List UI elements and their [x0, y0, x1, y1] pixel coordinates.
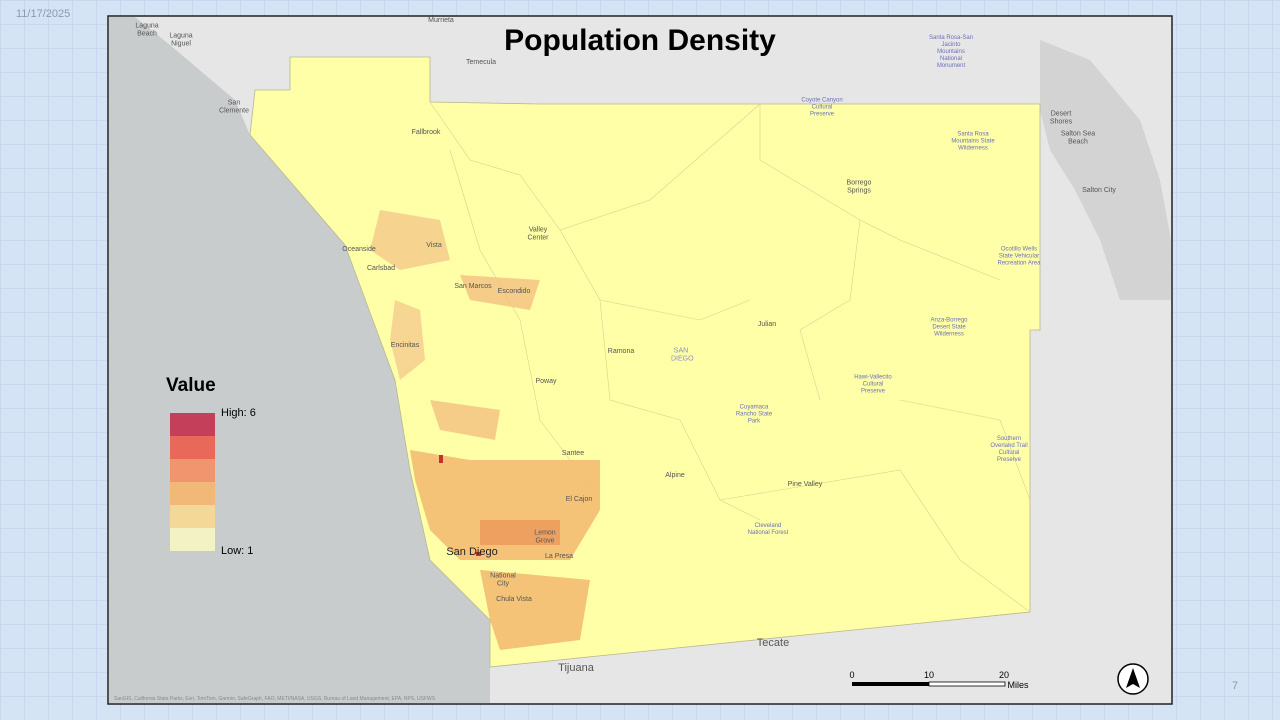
preserve-label: Ocotillo Wells State Vehicular Recreatio…	[997, 246, 1041, 267]
map-title: Population Density	[504, 24, 776, 57]
place-label: Julian	[757, 321, 777, 329]
scale-tick: 0	[849, 670, 855, 680]
salton-sea	[1040, 40, 1171, 300]
place-label: San Marcos	[454, 283, 492, 291]
preserve-label: Hawi-Vallecito Cultural Preserve	[854, 374, 892, 395]
preserve-label: Santa Rosa-San Jacinto Mountains Nationa…	[928, 34, 974, 69]
preserve-label: Anza-Borrego Desert State Wilderness	[930, 317, 968, 338]
scale-unit: Miles	[1007, 680, 1029, 690]
preserve-label: Southern Overland Trail Cultural Preserv…	[990, 436, 1028, 463]
place-label: Tecate	[756, 636, 790, 649]
place-label: San Clemente	[219, 99, 249, 114]
attribution: SanGIS, California State Parks, Esri, To…	[114, 696, 436, 702]
place-label: Desert Shores	[1049, 110, 1073, 125]
preserve-label: Cleveland National Forest	[747, 523, 789, 536]
place-label: Escondido	[497, 288, 531, 296]
place-label: Salton City	[1082, 187, 1116, 195]
place-label: Santee	[561, 450, 585, 458]
place-label: Murrieta	[428, 17, 454, 25]
legend-title: Value	[166, 375, 216, 396]
preserve-label: Coyote Canyon Cultural Preserve	[801, 97, 843, 118]
tract-lines	[429, 101, 1031, 613]
slide-number: 7	[1232, 680, 1239, 692]
place-label: Ramona	[607, 348, 635, 356]
place-label: Oceanside	[342, 246, 376, 254]
place-label: Laguna Niguel	[169, 32, 193, 47]
place-label: Temecula	[466, 59, 496, 67]
place-label: El Cajon	[565, 496, 593, 504]
place-label: Poway	[535, 378, 557, 386]
place-label: San Diego	[446, 545, 498, 558]
place-label: Fallbrook	[411, 129, 441, 137]
place-label: Pine Valley	[787, 481, 823, 489]
legend-ramp	[170, 413, 215, 551]
place-label: Salton Sea Beach	[1060, 130, 1096, 145]
place-label: La Presa	[544, 553, 574, 561]
county-label: SAN DIEGO	[671, 347, 694, 362]
place-label: Chula Vista	[496, 596, 532, 604]
place-label: National City	[490, 572, 516, 587]
place-label: Vista	[426, 242, 442, 250]
legend-high: High: 6	[221, 407, 256, 419]
place-label: Valley Center	[527, 226, 549, 241]
density-areas	[370, 210, 600, 650]
north-arrow	[1117, 663, 1149, 695]
preserve-label: Santa Rosa Mountains State Wilderness	[951, 131, 995, 152]
place-label: Borrego Springs	[846, 179, 872, 194]
scale-bar	[852, 681, 1006, 687]
legend-low: Low: 1	[221, 545, 254, 557]
slide-date: 11/17/2025	[16, 8, 71, 20]
scale-tick: 20	[998, 670, 1010, 680]
place-label: Alpine	[665, 472, 685, 480]
place-label: Lemon Grove	[534, 529, 556, 544]
place-label: Carlsbad	[366, 265, 396, 273]
scale-tick: 10	[923, 670, 935, 680]
place-label: Laguna Beach	[135, 22, 159, 37]
preserve-label: Cuyamaca Rancho State Park	[735, 404, 773, 425]
place-label: Encinitas	[390, 342, 420, 350]
place-label: Tijuana	[558, 661, 594, 674]
